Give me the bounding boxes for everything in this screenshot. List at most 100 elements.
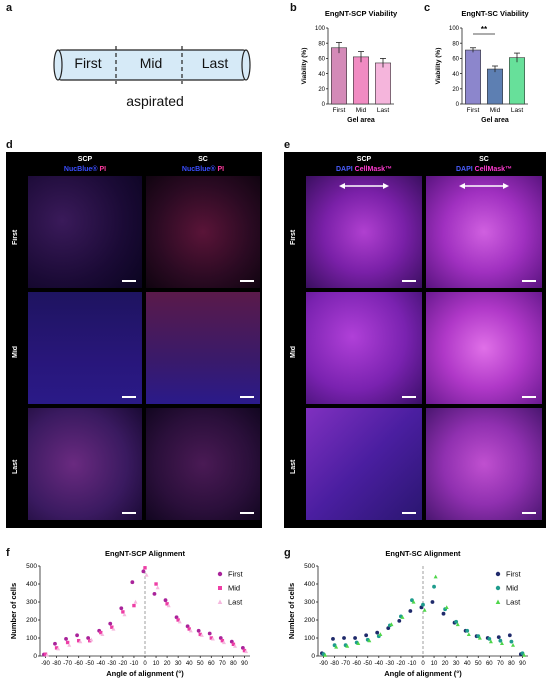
legend-marker xyxy=(217,571,223,577)
bar-last xyxy=(509,57,526,105)
data-point-mid xyxy=(143,566,147,570)
data-point-last xyxy=(488,639,493,644)
bar-mid xyxy=(353,56,370,105)
y-tick-label: 100 xyxy=(26,635,37,642)
x-tick-label: 80 xyxy=(508,661,515,667)
legend-marker xyxy=(495,585,501,591)
data-point-first xyxy=(496,635,501,639)
stain-label-scp: DAPI CellMask™ xyxy=(306,165,422,174)
data-point-mid xyxy=(110,625,114,629)
data-point-mid xyxy=(76,639,81,643)
scale-bar xyxy=(402,512,416,514)
micrograph-d-sc-last xyxy=(146,408,260,520)
y-axis-label: Number of cells xyxy=(287,583,296,639)
y-tick-label: 200 xyxy=(26,617,37,624)
row-label-last: Last xyxy=(12,459,19,475)
data-point-last xyxy=(356,641,361,645)
tube-diagram: First Mid Last xyxy=(50,40,260,90)
micrograph-d-sc-first xyxy=(146,176,260,288)
data-point-last xyxy=(45,652,50,657)
x-tick-label: First xyxy=(467,107,480,114)
x-tick-label: 50 xyxy=(475,661,482,667)
viability-bar-charts: EngNT-SCP Viability 0 20 40 60 80 100 First Mid L… xyxy=(301,9,530,124)
data-point-first xyxy=(174,615,179,620)
data-point-first xyxy=(364,633,369,638)
micrograph-e-scp-last xyxy=(306,408,422,520)
data-point-last xyxy=(433,574,438,579)
data-point-mid xyxy=(54,646,59,650)
x-tick-label: -20 xyxy=(119,661,128,667)
tube-caption: aspirated xyxy=(126,93,184,109)
x-tick-label: -90 xyxy=(41,661,50,667)
data-point-first xyxy=(163,598,168,603)
legend-label: Last xyxy=(228,598,243,607)
x-axis-label: Angle of alignment (°) xyxy=(384,669,462,678)
stain-label-sc: DAPI CellMask™ xyxy=(426,165,542,174)
bar-mid xyxy=(487,68,504,105)
micrograph-e-sc-last xyxy=(426,408,542,520)
x-tick-label: -10 xyxy=(408,661,417,667)
data-point-last xyxy=(499,641,504,645)
legend-marker xyxy=(217,599,223,604)
x-tick-label: Mid xyxy=(490,107,501,114)
x-tick-label: 10 xyxy=(431,661,438,667)
micrograph-d-scp-mid xyxy=(28,292,142,404)
data-point-last xyxy=(122,612,127,617)
micrograph-e-scp-mid xyxy=(306,292,422,404)
data-point-last xyxy=(133,599,138,604)
x-tick-label: Mid xyxy=(356,107,367,114)
data-point-first xyxy=(207,631,212,636)
data-point-last xyxy=(56,646,61,651)
bar-first xyxy=(465,49,482,105)
x-axis-label: Angle of alignment (°) xyxy=(106,669,184,678)
x-tick-label: -70 xyxy=(341,661,350,667)
data-point-mid xyxy=(509,639,514,644)
y-tick-label: 400 xyxy=(304,581,315,588)
data-point-mid xyxy=(154,582,158,586)
x-tick-label: Last xyxy=(377,107,389,114)
panel-label-c: c xyxy=(424,2,431,14)
micrograph-e-scp-first xyxy=(306,176,422,288)
x-tick-label: 30 xyxy=(453,661,460,667)
panel-label-f: f xyxy=(6,547,10,559)
data-point-last xyxy=(334,644,339,649)
y-tick-label: 300 xyxy=(26,599,37,606)
scale-bar xyxy=(402,396,416,398)
data-point-last xyxy=(221,640,226,645)
data-point-mid xyxy=(187,627,191,631)
data-point-last xyxy=(233,643,238,648)
micrograph-grid-d: SCP SC NucBlue® PI NucBlue® PI First Mid… xyxy=(6,152,262,528)
data-point-mid xyxy=(65,640,70,645)
bar-last xyxy=(375,62,392,105)
tube-segment-mid: Mid xyxy=(139,55,163,71)
chart-title: EngNT-SCP Alignment xyxy=(105,549,186,558)
stain-label-scp: NucBlue® PI xyxy=(28,165,142,174)
scale-bar xyxy=(122,396,136,398)
bar-first xyxy=(330,47,347,105)
panel-label-d: d xyxy=(6,139,13,151)
scale-bar xyxy=(522,396,536,398)
tube-right-end xyxy=(241,49,251,81)
data-point-first xyxy=(119,606,124,611)
y-axis-label: Number of cells xyxy=(9,583,18,639)
data-point-last xyxy=(411,599,416,604)
data-point-first xyxy=(397,619,402,623)
col-header-scp: SCP xyxy=(77,156,93,163)
x-tick-label: 90 xyxy=(519,661,526,667)
legend-marker xyxy=(495,599,501,604)
x-tick-label: 0 xyxy=(143,661,147,667)
data-point-first xyxy=(75,633,79,638)
x-tick-label: -40 xyxy=(96,661,105,667)
panel-label-e: e xyxy=(284,139,291,151)
y-tick-label: 0 xyxy=(456,102,460,108)
data-point-first xyxy=(331,637,335,641)
y-tick-label: 20 xyxy=(452,87,459,93)
x-tick-label: 40 xyxy=(464,661,471,667)
scale-bar xyxy=(402,280,416,282)
data-point-last xyxy=(466,632,471,636)
data-point-mid xyxy=(231,642,236,646)
data-point-last xyxy=(367,638,372,643)
data-point-mid xyxy=(421,602,425,607)
data-point-last xyxy=(78,639,83,644)
data-point-last xyxy=(444,605,449,609)
